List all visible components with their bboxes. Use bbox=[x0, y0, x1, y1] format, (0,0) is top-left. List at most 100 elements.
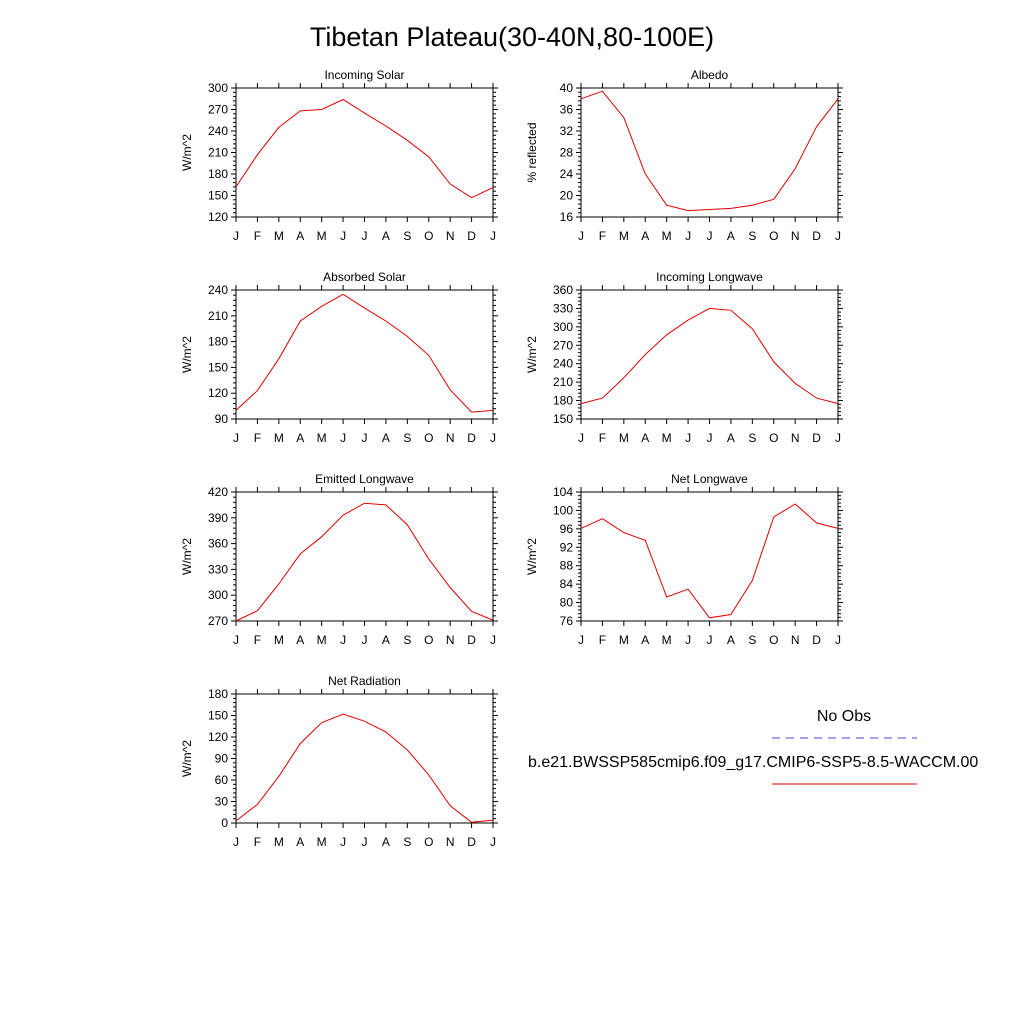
xtick-label-absorbed-solar: F bbox=[254, 431, 261, 445]
xtick-label-incoming-solar: J bbox=[490, 229, 496, 243]
xtick-label-net-longwave: M bbox=[619, 633, 629, 647]
xtick-label-absorbed-solar: O bbox=[424, 431, 433, 445]
panel-incoming-longwave: Incoming Longwave 150 180 210 240 270 300 330 36… bbox=[525, 270, 843, 445]
xtick-label-emitted-longwave: N bbox=[446, 633, 455, 647]
xtick-label-net-longwave: S bbox=[748, 633, 756, 647]
ytick-label-net-radiation: 90 bbox=[215, 752, 229, 766]
xtick-label-albedo: A bbox=[641, 229, 649, 243]
xtick-label-emitted-longwave: D bbox=[467, 633, 476, 647]
ytick-label-emitted-longwave: 420 bbox=[208, 485, 228, 499]
xtick-label-net-longwave: A bbox=[727, 633, 735, 647]
series-line-emitted-longwave bbox=[235, 502, 494, 622]
series-line-albedo bbox=[580, 90, 839, 212]
ytick-label-incoming-solar: 240 bbox=[208, 124, 228, 138]
ylabel-absorbed-solar: W/m^2 bbox=[180, 336, 194, 373]
xtick-label-incoming-longwave: A bbox=[727, 431, 735, 445]
series-line-absorbed-solar bbox=[235, 293, 494, 413]
xtick-label-absorbed-solar: A bbox=[296, 431, 304, 445]
ytick-label-albedo: 20 bbox=[560, 189, 574, 203]
ytick-label-incoming-longwave: 270 bbox=[553, 338, 573, 352]
xtick-label-net-longwave: J bbox=[685, 633, 691, 647]
xtick-label-incoming-longwave: O bbox=[769, 431, 778, 445]
ytick-label-net-radiation: 120 bbox=[208, 730, 228, 744]
xtick-label-incoming-solar: S bbox=[403, 229, 411, 243]
xtick-label-albedo: D bbox=[812, 229, 821, 243]
xtick-label-albedo: J bbox=[835, 229, 841, 243]
xtick-label-emitted-longwave: O bbox=[424, 633, 433, 647]
ylabel-emitted-longwave: W/m^2 bbox=[180, 538, 194, 575]
ytick-label-net-longwave: 88 bbox=[560, 559, 574, 573]
ytick-label-emitted-longwave: 330 bbox=[208, 562, 228, 576]
xtick-label-net-longwave: D bbox=[812, 633, 821, 647]
ytick-label-net-longwave: 100 bbox=[553, 503, 573, 517]
ylabel-incoming-longwave: W/m^2 bbox=[525, 336, 539, 373]
ytick-label-absorbed-solar: 180 bbox=[208, 335, 228, 349]
ytick-label-incoming-solar: 180 bbox=[208, 167, 228, 181]
xtick-label-emitted-longwave: M bbox=[317, 633, 327, 647]
xtick-label-albedo: N bbox=[791, 229, 800, 243]
xtick-label-net-longwave: J bbox=[578, 633, 584, 647]
series-line-incoming-longwave bbox=[580, 307, 839, 405]
xtick-label-net-longwave: O bbox=[769, 633, 778, 647]
xtick-label-incoming-solar: M bbox=[317, 229, 327, 243]
xtick-label-incoming-longwave: J bbox=[835, 431, 841, 445]
ytick-label-incoming-longwave: 210 bbox=[553, 375, 573, 389]
xtick-label-net-radiation: A bbox=[296, 835, 304, 849]
ytick-label-emitted-longwave: 300 bbox=[208, 588, 228, 602]
xtick-label-incoming-longwave: F bbox=[599, 431, 606, 445]
xtick-label-incoming-longwave: M bbox=[619, 431, 629, 445]
ytick-label-absorbed-solar: 240 bbox=[208, 283, 228, 297]
xtick-label-emitted-longwave: S bbox=[403, 633, 411, 647]
xtick-label-albedo: J bbox=[685, 229, 691, 243]
ytick-label-emitted-longwave: 270 bbox=[208, 614, 228, 628]
xtick-label-incoming-solar: N bbox=[446, 229, 455, 243]
ytick-label-absorbed-solar: 90 bbox=[215, 412, 229, 426]
series-line-net-radiation bbox=[235, 713, 494, 823]
xtick-label-net-radiation: M bbox=[317, 835, 327, 849]
ytick-label-net-radiation: 150 bbox=[208, 709, 228, 723]
ytick-label-absorbed-solar: 150 bbox=[208, 360, 228, 374]
ylabel-albedo: % reflected bbox=[525, 122, 539, 182]
xtick-label-net-radiation: N bbox=[446, 835, 455, 849]
xtick-label-absorbed-solar: N bbox=[446, 431, 455, 445]
legend-model-label: b.e21.BWSSP585cmip6.f09_g17.CMIP6-SSP5-8… bbox=[528, 754, 978, 771]
xtick-label-net-radiation: M bbox=[274, 835, 284, 849]
xtick-label-net-radiation: S bbox=[403, 835, 411, 849]
xtick-label-absorbed-solar: M bbox=[317, 431, 327, 445]
plot-frame-albedo bbox=[580, 87, 839, 218]
ytick-label-albedo: 40 bbox=[560, 81, 574, 95]
plot-frame-incoming-solar bbox=[235, 87, 494, 218]
xtick-label-emitted-longwave: J bbox=[233, 633, 239, 647]
ytick-label-incoming-longwave: 300 bbox=[553, 320, 573, 334]
xtick-label-albedo: J bbox=[578, 229, 584, 243]
xtick-label-albedo: A bbox=[727, 229, 735, 243]
ytick-label-incoming-longwave: 360 bbox=[553, 283, 573, 297]
plot-frame-net-radiation bbox=[235, 693, 494, 824]
ytick-label-absorbed-solar: 120 bbox=[208, 386, 228, 400]
xtick-label-emitted-longwave: J bbox=[362, 633, 368, 647]
ytick-label-albedo: 16 bbox=[560, 210, 574, 224]
ytick-label-albedo: 28 bbox=[560, 146, 574, 160]
xtick-label-albedo: F bbox=[599, 229, 606, 243]
xtick-label-incoming-longwave: A bbox=[641, 431, 649, 445]
xtick-label-incoming-longwave: D bbox=[812, 431, 821, 445]
xtick-label-absorbed-solar: S bbox=[403, 431, 411, 445]
xtick-label-net-longwave: M bbox=[662, 633, 672, 647]
xtick-label-emitted-longwave: A bbox=[382, 633, 390, 647]
xtick-label-net-radiation: J bbox=[490, 835, 496, 849]
ytick-label-albedo: 32 bbox=[560, 124, 574, 138]
panel-title-albedo: Albedo bbox=[691, 68, 729, 82]
xtick-label-net-longwave: A bbox=[641, 633, 649, 647]
xtick-label-absorbed-solar: J bbox=[340, 431, 346, 445]
ytick-label-net-radiation: 180 bbox=[208, 687, 228, 701]
ytick-label-incoming-longwave: 180 bbox=[553, 394, 573, 408]
ytick-label-net-radiation: 0 bbox=[221, 816, 228, 830]
xtick-label-incoming-longwave: M bbox=[662, 431, 672, 445]
panel-title-emitted-longwave: Emitted Longwave bbox=[315, 472, 414, 486]
ytick-label-absorbed-solar: 210 bbox=[208, 309, 228, 323]
ytick-label-albedo: 24 bbox=[560, 167, 574, 181]
ytick-label-emitted-longwave: 390 bbox=[208, 511, 228, 525]
